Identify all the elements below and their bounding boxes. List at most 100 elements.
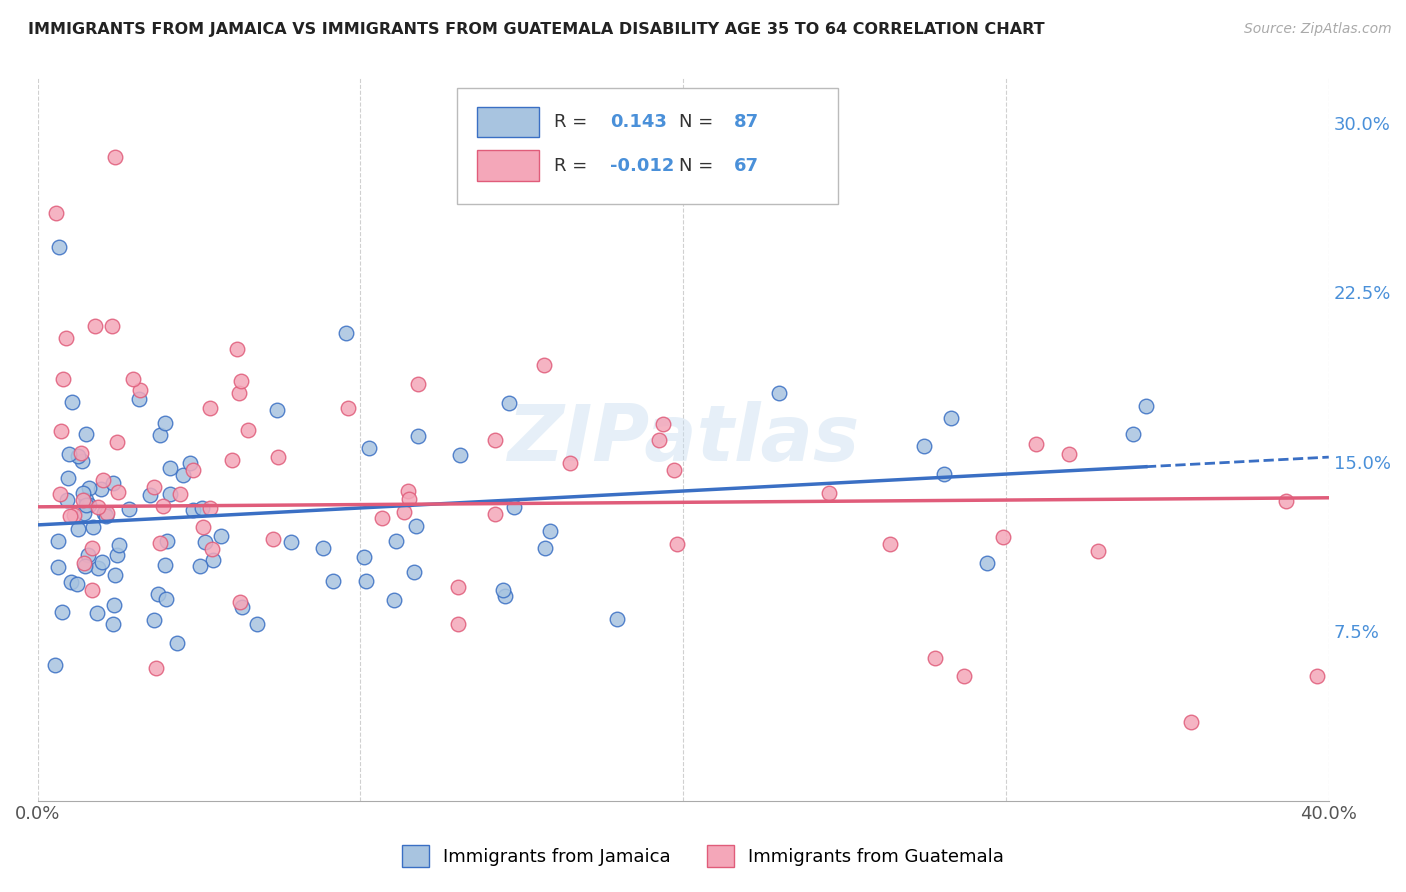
Point [48, 240, 70, 254]
FancyBboxPatch shape [477, 107, 538, 137]
Point [75, 499, 97, 513]
Point [560, 456, 582, 470]
Point [606, 611, 628, 625]
Point [221, 453, 243, 467]
Point [49, 486, 72, 500]
Point [262, 532, 284, 546]
Point [1135, 399, 1157, 413]
Point [107, 485, 129, 500]
Point [66, 522, 89, 536]
Point [179, 456, 201, 470]
Point [932, 467, 955, 482]
Point [44, 658, 66, 673]
Point [56, 492, 79, 507]
Point [142, 613, 165, 627]
Point [104, 568, 127, 582]
Point [84, 319, 107, 334]
Point [159, 486, 181, 500]
Point [924, 651, 946, 665]
Point [818, 485, 841, 500]
Point [70, 446, 93, 460]
Point [1122, 426, 1144, 441]
Point [128, 392, 150, 406]
Point [662, 463, 685, 477]
Point [484, 507, 506, 521]
Point [209, 529, 232, 543]
Point [56, 471, 79, 485]
Point [533, 541, 555, 556]
Point [105, 548, 128, 562]
Point [540, 524, 562, 538]
Point [406, 429, 429, 443]
Point [447, 580, 470, 594]
Point [153, 558, 176, 573]
Point [94, 509, 117, 524]
Point [142, 480, 165, 494]
Point [82, 582, 104, 597]
Point [107, 538, 129, 552]
Point [73, 506, 96, 520]
Point [100, 319, 122, 334]
Point [55, 331, 77, 345]
Text: -0.012: -0.012 [610, 157, 673, 175]
Point [128, 383, 150, 397]
Point [406, 377, 429, 392]
Point [48, 533, 70, 548]
Point [1180, 714, 1202, 729]
Text: 67: 67 [734, 157, 759, 175]
Point [202, 553, 225, 567]
Point [172, 467, 194, 482]
Point [149, 536, 172, 550]
Point [82, 541, 104, 555]
Point [405, 519, 427, 533]
Point [384, 533, 406, 548]
Point [912, 440, 935, 454]
Point [82, 519, 104, 533]
Point [101, 475, 124, 490]
Point [993, 530, 1015, 544]
Text: 0.143: 0.143 [610, 113, 666, 131]
Point [166, 636, 188, 650]
Point [392, 505, 415, 519]
Point [89, 483, 111, 497]
Point [91, 555, 114, 569]
Point [51, 606, 73, 620]
Point [93, 506, 115, 520]
Point [149, 428, 172, 442]
Point [198, 501, 221, 516]
Point [246, 617, 269, 632]
Point [879, 537, 901, 551]
Point [66, 577, 89, 591]
Point [198, 401, 221, 416]
Point [52, 372, 75, 386]
Text: R =: R = [554, 157, 593, 175]
Point [939, 411, 962, 425]
Point [70, 454, 93, 468]
Point [494, 589, 516, 603]
Text: N =: N = [679, 113, 720, 131]
Point [404, 565, 426, 579]
FancyBboxPatch shape [477, 151, 538, 181]
Point [58, 447, 80, 461]
Point [357, 441, 380, 455]
Point [1025, 437, 1047, 451]
Point [188, 559, 211, 574]
Point [73, 559, 96, 574]
Point [155, 591, 177, 606]
Point [1305, 669, 1327, 683]
Point [73, 556, 96, 570]
Point [371, 510, 394, 524]
Point [148, 587, 170, 601]
Point [104, 149, 127, 163]
Point [449, 448, 471, 462]
Point [77, 499, 100, 513]
Point [60, 575, 83, 590]
Legend: Immigrants from Jamaica, Immigrants from Guatemala: Immigrants from Jamaica, Immigrants from… [395, 838, 1011, 874]
Point [49, 424, 72, 438]
Point [72, 493, 94, 508]
Point [86, 606, 108, 620]
Point [138, 488, 160, 502]
Point [280, 534, 302, 549]
Point [1057, 447, 1080, 461]
Point [121, 372, 143, 386]
